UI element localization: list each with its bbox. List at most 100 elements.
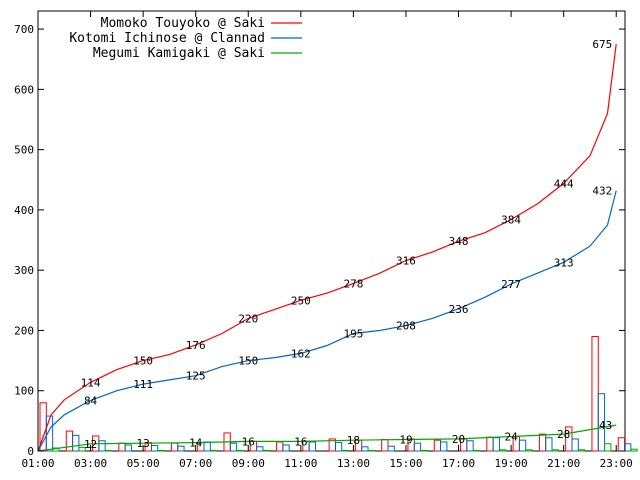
hourly-bar bbox=[209, 449, 218, 452]
x-tick-label: 11:00 bbox=[284, 457, 317, 470]
data-label: 24 bbox=[504, 431, 518, 444]
y-tick-label: 600 bbox=[14, 83, 34, 96]
hourly-bar bbox=[518, 439, 527, 452]
legend-entry-label: Momoko Touyoko @ Saki bbox=[101, 16, 265, 31]
hourly-bar bbox=[617, 437, 626, 452]
data-label: 20 bbox=[452, 433, 465, 446]
hourly-bar bbox=[597, 393, 606, 452]
hourly-bar bbox=[604, 443, 612, 452]
x-axis: 01:00 03:00 05:00 07:00 09:00 11:00 13:00 15:00… bbox=[21, 11, 633, 470]
data-label: 114 bbox=[81, 376, 101, 389]
x-tick-label: 07:00 bbox=[179, 457, 212, 470]
data-label: 111 bbox=[133, 378, 153, 391]
x-tick-label: 01:00 bbox=[21, 457, 54, 470]
data-label: 432 bbox=[592, 185, 612, 198]
hourly-bar bbox=[591, 335, 599, 452]
hourly-bar bbox=[413, 442, 422, 452]
y-tick-label: 400 bbox=[14, 204, 34, 217]
data-label: 125 bbox=[186, 370, 206, 383]
data-label: 28 bbox=[557, 428, 570, 441]
cumulative-lines bbox=[37, 44, 617, 452]
data-label: 14 bbox=[189, 437, 203, 450]
data-label: 16 bbox=[294, 435, 307, 448]
data-label: 162 bbox=[291, 347, 311, 360]
hourly-bar bbox=[341, 449, 349, 452]
data-label: 208 bbox=[396, 320, 416, 333]
hourly-bar bbox=[45, 415, 54, 452]
hourly-bar bbox=[630, 448, 638, 452]
x-tick-label: 21:00 bbox=[547, 457, 580, 470]
hourly-bar bbox=[492, 437, 500, 452]
data-label: 12 bbox=[84, 438, 97, 451]
data-label: 316 bbox=[396, 255, 416, 268]
data-label: 176 bbox=[186, 339, 206, 352]
hourly-bar bbox=[65, 430, 74, 452]
hourly-bar bbox=[78, 446, 86, 452]
hourly-bars bbox=[39, 335, 638, 452]
y-tick-label: 300 bbox=[14, 264, 34, 277]
data-label: 43 bbox=[599, 419, 612, 432]
data-label: 236 bbox=[449, 303, 469, 316]
hourly-bar bbox=[157, 449, 165, 452]
hourly-bar bbox=[571, 438, 579, 452]
data-label: 444 bbox=[554, 177, 574, 190]
hourly-bar bbox=[334, 442, 343, 452]
data-label: 384 bbox=[501, 214, 521, 227]
hourly-bar bbox=[498, 449, 507, 452]
legend-entry-label: Megumi Kamigaki @ Saki bbox=[93, 46, 265, 61]
hourly-bar bbox=[367, 449, 375, 452]
hourly-bar bbox=[282, 444, 290, 452]
plot-frame bbox=[37, 10, 626, 452]
hourly-bar bbox=[170, 442, 179, 452]
hourly-bar bbox=[624, 443, 632, 452]
y-tick-label: 100 bbox=[14, 385, 34, 398]
data-label: 16 bbox=[242, 435, 255, 448]
x-tick-label: 13:00 bbox=[337, 457, 370, 470]
y-tick-label: 0 bbox=[27, 445, 34, 458]
hourly-bar bbox=[551, 449, 559, 452]
data-label: 313 bbox=[554, 256, 574, 269]
x-tick-label: 23:00 bbox=[600, 457, 633, 470]
data-label: 13 bbox=[137, 437, 150, 450]
hourly-bar bbox=[433, 439, 442, 452]
x-tick-label: 17:00 bbox=[442, 457, 475, 470]
hourly-bar bbox=[545, 437, 553, 452]
hourly-bar bbox=[387, 445, 395, 452]
series-line bbox=[37, 190, 617, 452]
data-label: 195 bbox=[343, 327, 363, 340]
hourly-bar bbox=[150, 445, 159, 452]
series-line bbox=[37, 424, 617, 452]
hourly-bar bbox=[276, 441, 284, 452]
hourly-bar bbox=[98, 440, 106, 452]
data-label: 220 bbox=[238, 312, 258, 325]
data-label: 250 bbox=[291, 294, 311, 307]
y-tick-label: 700 bbox=[14, 23, 34, 36]
y-tick-label: 500 bbox=[14, 144, 34, 157]
hourly-bar bbox=[308, 441, 316, 452]
x-tick-label: 15:00 bbox=[389, 457, 422, 470]
hourly-bar bbox=[381, 439, 389, 452]
hourly-bar bbox=[472, 449, 480, 452]
hourly-bar bbox=[236, 449, 244, 452]
hourly-bar bbox=[361, 446, 369, 452]
hourly-bar bbox=[420, 449, 428, 452]
hourly-bar bbox=[229, 442, 238, 452]
y-axis: 0 100 200 300 400 500 600 700 bbox=[14, 23, 625, 458]
legend-entry-label: Kotomi Ichinose @ Clannad bbox=[69, 31, 265, 46]
x-tick-label: 09:00 bbox=[232, 457, 265, 470]
data-labels: 114 150 176 220 250 278 316 348 384 444 675 84 111 12… bbox=[81, 38, 613, 451]
data-label: 675 bbox=[592, 38, 612, 51]
data-label: 278 bbox=[343, 277, 363, 290]
hourly-bar bbox=[525, 449, 533, 452]
hourly-bar bbox=[440, 441, 448, 452]
data-label: 277 bbox=[501, 278, 521, 291]
hourly-bar bbox=[118, 442, 126, 452]
data-label: 84 bbox=[84, 394, 98, 407]
hourly-bar bbox=[104, 449, 112, 452]
hourly-bar bbox=[466, 440, 474, 452]
data-label: 348 bbox=[449, 235, 469, 248]
hourly-bar bbox=[177, 445, 185, 452]
data-label: 18 bbox=[347, 434, 360, 447]
